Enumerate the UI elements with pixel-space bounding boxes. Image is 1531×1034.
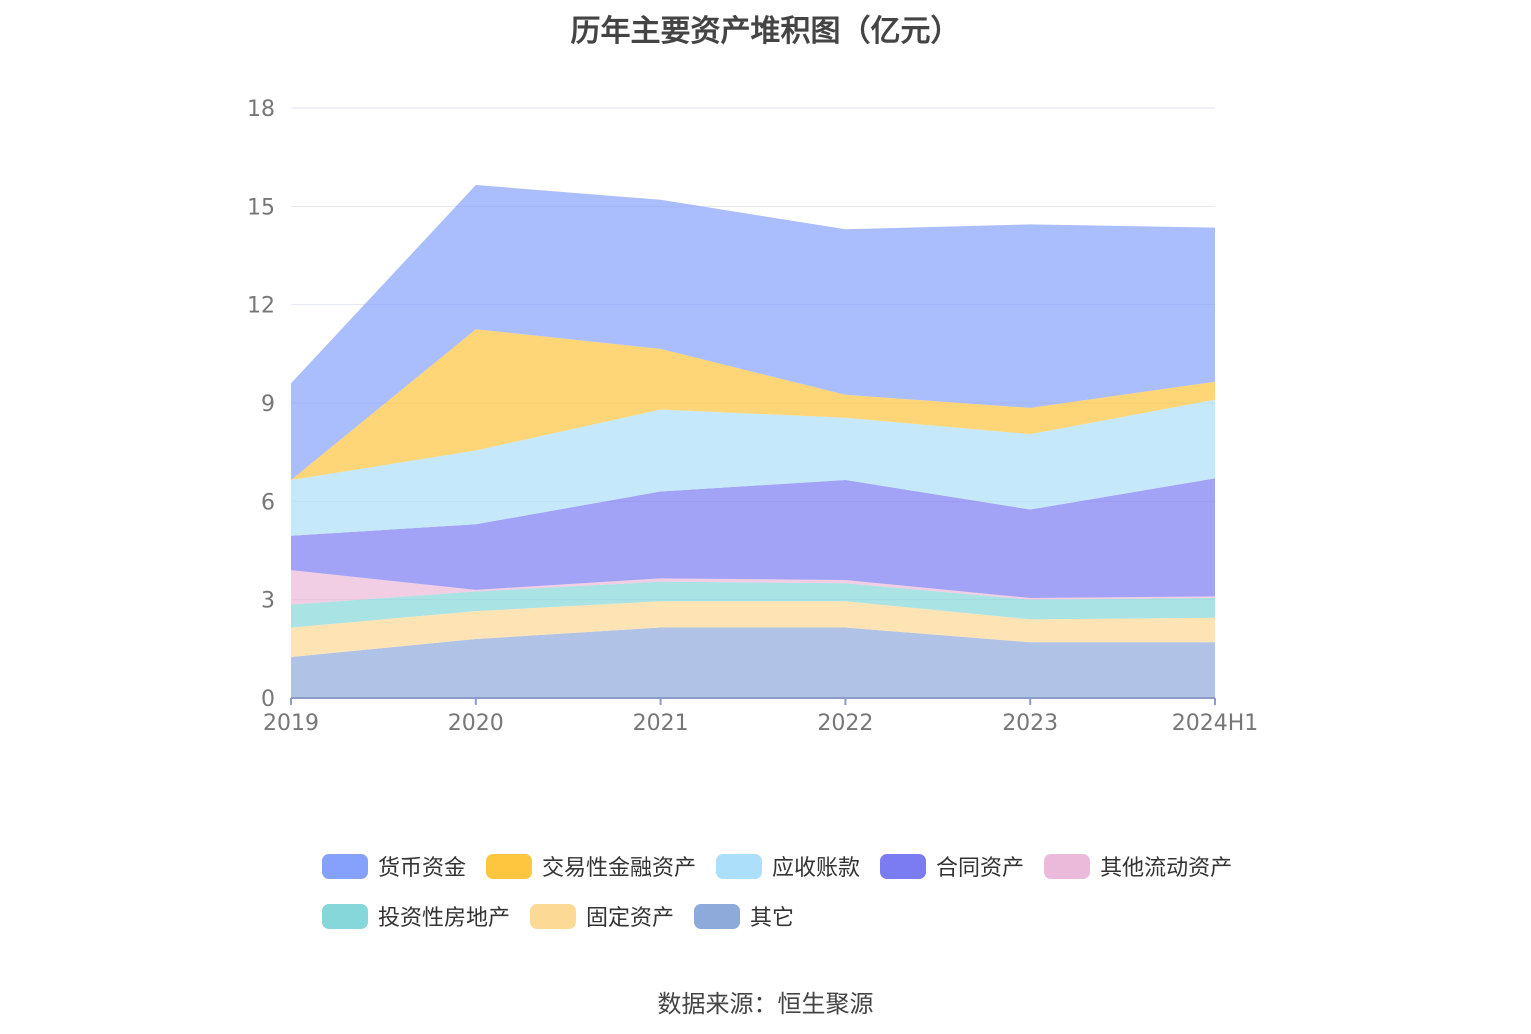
y-tick-label: 15 [247, 195, 275, 220]
y-tick-label: 0 [261, 687, 275, 712]
area-series-layer [291, 185, 1215, 698]
legend-label: 其它 [750, 906, 795, 931]
legend: 货币资金 交易性金融资产 应收账款 合同资产 其他流动资产投资性房地产 固定资产 其它 [322, 850, 1242, 932]
legend-item[interactable]: 货币资金 [322, 850, 466, 882]
area-series-7[interactable] [291, 185, 1215, 481]
y-tick-label: 3 [261, 589, 275, 614]
area-series-2[interactable] [291, 581, 1215, 628]
legend-label: 货币资金 [378, 856, 467, 881]
legend-swatch [322, 853, 368, 879]
legend-label: 固定资产 [586, 906, 675, 931]
chart-title: 历年主要资产堆积图（亿元） [570, 14, 961, 49]
legend-label: 合同资产 [936, 856, 1025, 881]
legend-item[interactable]: 应收账款 [716, 850, 860, 882]
source-note: 数据来源：恒生聚源 [657, 990, 874, 1018]
x-tick-label: 2022 [817, 711, 873, 736]
x-tick-label: 2024H1 [1172, 711, 1259, 736]
axes: 0 3 6 9 12 15 18 2019 2020 2021 2022 2023 2024H1 [247, 97, 1258, 736]
legend-swatch [486, 853, 533, 879]
area-series-6[interactable] [291, 329, 1215, 481]
y-tick-label: 6 [261, 490, 275, 515]
legend-swatch [322, 903, 368, 929]
area-series-4[interactable] [291, 478, 1215, 599]
legend-label: 其他流动资产 [1100, 856, 1233, 881]
legend-item[interactable]: 其他流动资产 [1044, 850, 1232, 882]
legend-swatch [716, 853, 763, 879]
legend-item[interactable]: 固定资产 [530, 900, 674, 932]
area-series-0[interactable] [291, 627, 1215, 698]
legend-swatch [530, 903, 577, 929]
y-tick-label: 9 [261, 392, 275, 417]
area-series-1[interactable] [291, 601, 1215, 658]
legend-item[interactable]: 其它 [694, 900, 794, 932]
legend-item[interactable]: 合同资产 [880, 850, 1024, 882]
legend-swatch [1044, 853, 1091, 879]
y-tick-label: 18 [247, 97, 275, 122]
legend-label: 交易性金融资产 [542, 856, 697, 881]
legend-label: 投资性房地产 [378, 906, 511, 931]
x-tick-label: 2019 [263, 711, 319, 736]
x-tick-label: 2020 [448, 711, 504, 736]
area-series-5[interactable] [291, 399, 1215, 536]
legend-label: 应收账款 [772, 856, 861, 881]
x-tick-label: 2021 [633, 711, 689, 736]
legend-item[interactable]: 投资性房地产 [322, 900, 510, 932]
x-tick-label: 2023 [1002, 711, 1058, 736]
legend-item[interactable]: 交易性金融资产 [486, 850, 696, 882]
legend-swatch [694, 903, 741, 929]
legend-swatch [880, 853, 927, 879]
y-tick-label: 12 [247, 294, 275, 319]
